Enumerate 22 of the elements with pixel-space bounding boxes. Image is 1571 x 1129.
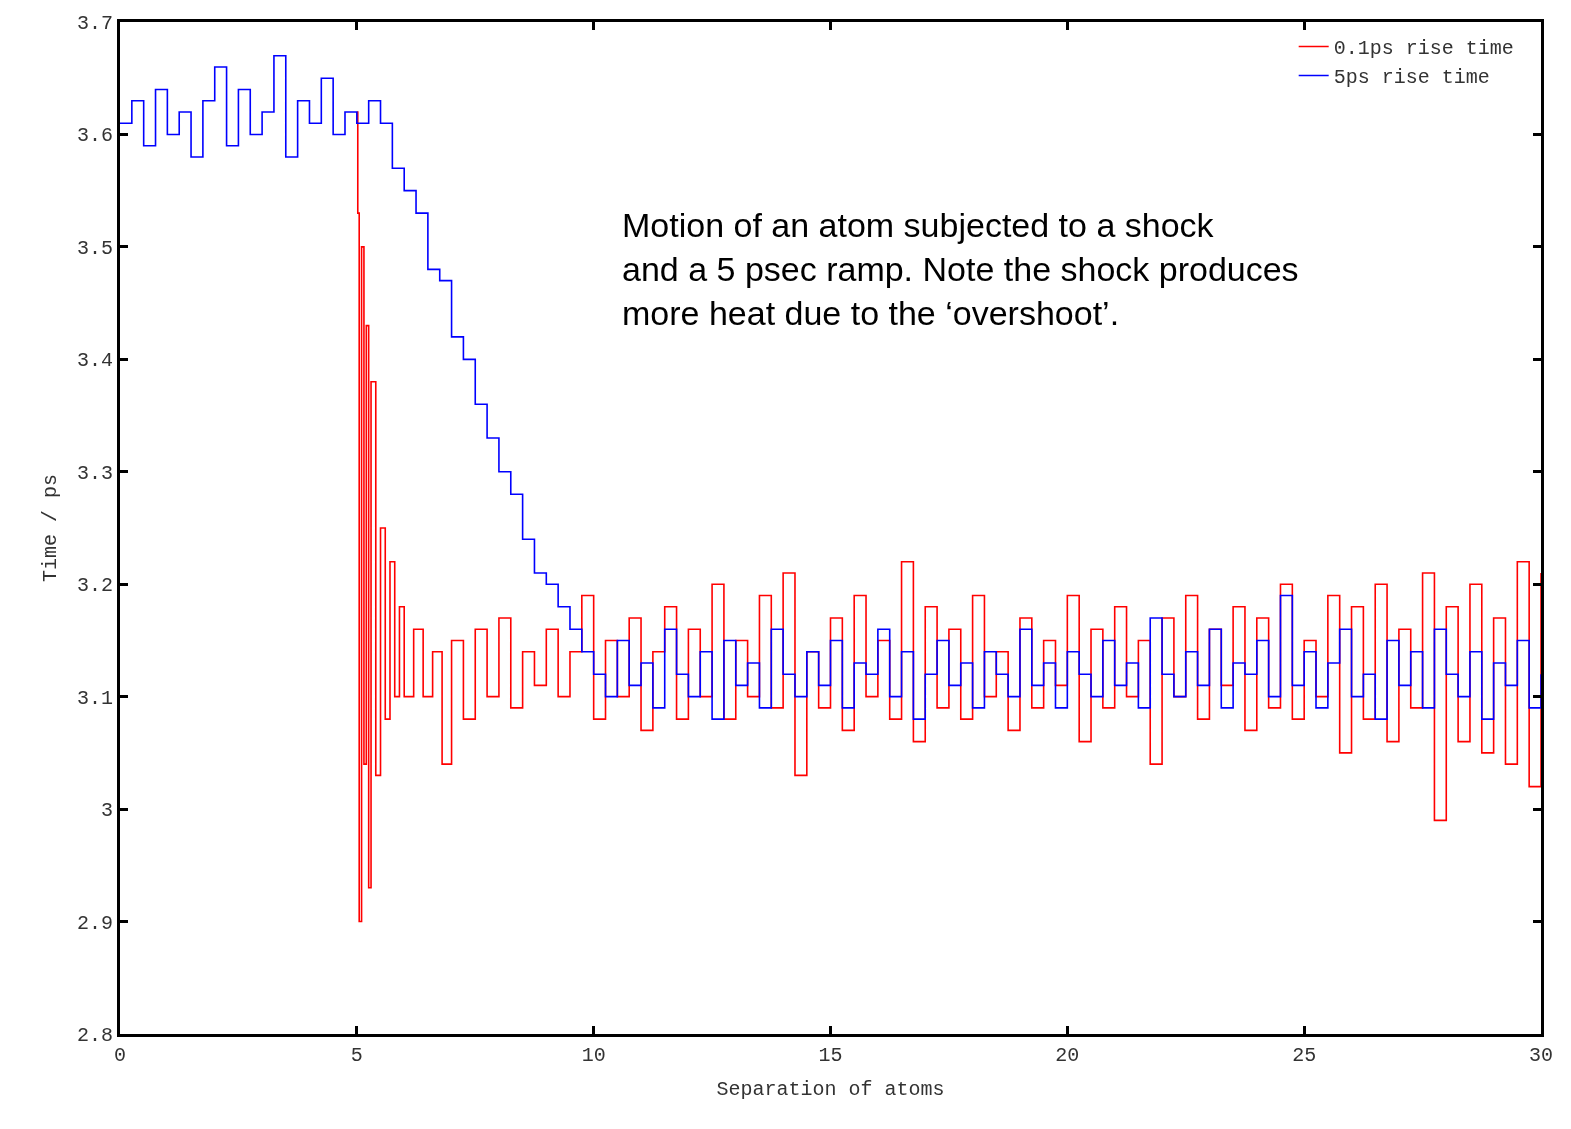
x-tick-label: 20 <box>1055 1044 1080 1067</box>
legend-label: 5ps rise time <box>1333 66 1490 90</box>
x-tick-label: 10 <box>581 1044 606 1067</box>
legend-label: 0.1ps rise time <box>1333 37 1514 61</box>
y-tick-label: 2.8 <box>76 1024 113 1047</box>
y-tick-label: 3.3 <box>76 461 113 485</box>
y-tick-label: 3.5 <box>76 236 113 260</box>
y-tick-label: 3 <box>100 799 113 823</box>
y-tick-label: 3.4 <box>76 349 113 373</box>
x-tick-label: 15 <box>818 1044 843 1067</box>
x-tick-label: 25 <box>1292 1044 1317 1067</box>
y-tick-label: 3.1 <box>76 686 113 710</box>
x-tick-label: 30 <box>1528 1044 1554 1067</box>
y-tick-label: 3.7 <box>76 12 113 35</box>
annotation: Motion of an atom subjected to a shock and a 5 psec ramp. Note the shock produces more heat due to the ‘overshoot’. <box>622 206 1299 333</box>
y-axis-title: Time / ps <box>39 473 63 583</box>
x-tick-label: 0 <box>113 1044 127 1067</box>
y-tick-label: 2.9 <box>76 911 113 935</box>
x-axis-title: Separation of atoms <box>716 1077 945 1101</box>
y-tick-label: 3.2 <box>76 574 113 598</box>
y-tick-label: 3.6 <box>76 124 113 148</box>
x-tick-label: 5 <box>350 1044 363 1067</box>
